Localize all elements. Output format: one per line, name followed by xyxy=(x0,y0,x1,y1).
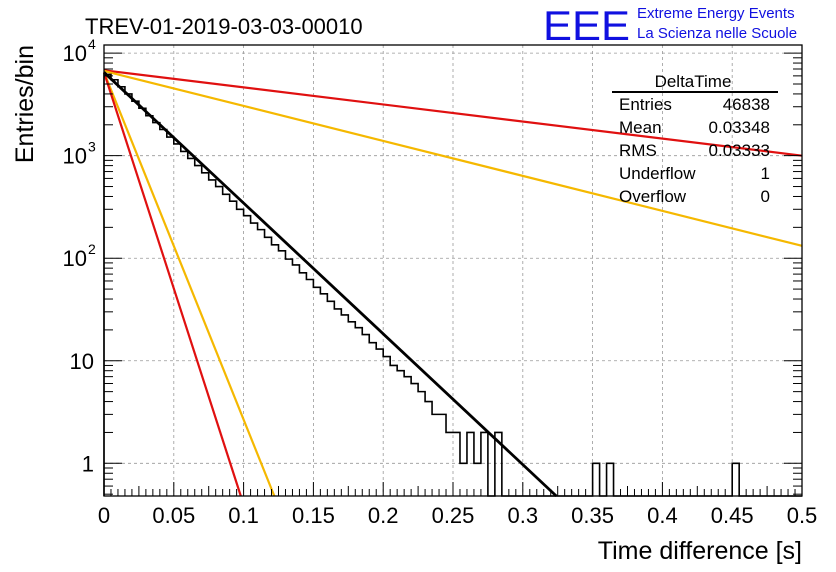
stats-label-entries: Entries xyxy=(619,95,672,114)
stats-label-rms: RMS xyxy=(619,141,657,160)
x-tick-label: 0 xyxy=(98,503,110,528)
stats-label-overflow: Overflow xyxy=(619,187,687,206)
stats-value-underflow: 1 xyxy=(761,164,770,183)
x-tick-label: 0.5 xyxy=(787,503,818,528)
x-axis-title: Time difference [s] xyxy=(598,537,802,565)
tick-layer xyxy=(103,52,803,496)
stats-value-entries: 46838 xyxy=(723,95,770,114)
x-tick-label: 0.1 xyxy=(228,503,259,528)
stats-value-mean: 0.03348 xyxy=(709,118,770,137)
y-tick-label: 10 xyxy=(63,144,87,169)
y-tick-exponent: 2 xyxy=(88,241,96,257)
org-name-line2: La Scienza nelle Scuole xyxy=(637,25,797,42)
curve-orange-slow xyxy=(103,69,803,247)
x-tick-label: 0.45 xyxy=(711,503,754,528)
x-tick-label: 0.25 xyxy=(432,503,475,528)
curve-red-slow xyxy=(103,69,803,157)
y-tick-label: 1 xyxy=(82,451,94,476)
stats-value-overflow: 0 xyxy=(761,187,770,206)
stats-title: DeltaTime xyxy=(655,72,732,91)
x-tick-label: 0.3 xyxy=(508,503,539,528)
curve-red-fast xyxy=(102,71,242,497)
org-name-line1: Extreme Energy Events xyxy=(637,5,795,22)
y-tick-label: 10 xyxy=(70,349,94,374)
stats-label-mean: Mean xyxy=(619,118,662,137)
x-tick-label: 0.2 xyxy=(368,503,399,528)
x-tick-label: 0.15 xyxy=(292,503,335,528)
run-title: TREV-01-2019-03-03-00010 xyxy=(85,14,363,39)
y-tick-label: 10 xyxy=(63,246,87,271)
stats-label-underflow: Underflow xyxy=(619,164,696,183)
y-tick-exponent: 3 xyxy=(88,139,96,155)
y-tick-label: 10 xyxy=(63,41,87,66)
x-tick-label: 0.35 xyxy=(571,503,614,528)
curve-orange-fast xyxy=(102,71,276,497)
curve-fit xyxy=(103,71,558,498)
curve-layer xyxy=(102,69,803,497)
y-tick-exponent: 4 xyxy=(88,36,96,52)
stats-box: DeltaTime Entries 46838 Mean 0.03348 RMS… xyxy=(612,72,778,206)
eee-logo: EEE Extreme Energy Events La Scienza nel… xyxy=(543,2,797,49)
x-tick-label: 0.4 xyxy=(647,503,678,528)
x-tick-label: 0.05 xyxy=(152,503,195,528)
tick-label-layer: 0 0.05 0.1 0.15 0.2 0.25 0.3 0.35 0.4 0.45 0.51101… xyxy=(63,36,818,528)
logo-mark: EEE xyxy=(543,2,630,49)
y-axis-title: Entries/bin xyxy=(11,45,39,163)
stats-value-rms: 0.03333 xyxy=(709,141,770,160)
